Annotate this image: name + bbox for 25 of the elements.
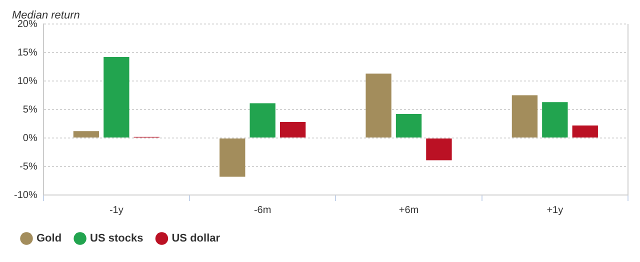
- bar: [280, 122, 306, 138]
- x-tick-label: -1y: [109, 204, 124, 216]
- legend-label: US dollar: [172, 232, 221, 245]
- bar: [512, 95, 538, 138]
- bar: [396, 114, 422, 138]
- bar: [572, 125, 598, 138]
- legend-label: US stocks: [90, 232, 144, 245]
- y-tick-label: -5%: [20, 161, 38, 172]
- legend-label: Gold: [36, 232, 62, 245]
- bar: [220, 138, 246, 177]
- bar: [73, 131, 100, 138]
- x-tick-label: +6m: [398, 204, 419, 216]
- y-tick-label: 10%: [17, 76, 38, 87]
- y-tick-label: 20%: [17, 18, 38, 30]
- bar: [104, 57, 130, 138]
- y-tick-label: 5%: [22, 104, 38, 116]
- x-tick-label: +1y: [546, 204, 564, 216]
- y-tick-label: 15%: [17, 47, 38, 58]
- y-tick-label: -10%: [14, 190, 38, 201]
- bar: [250, 103, 276, 138]
- x-tick-label: -6m: [254, 204, 272, 216]
- bar: [426, 138, 452, 160]
- bar: [366, 74, 392, 138]
- bar: [542, 102, 568, 138]
- y-tick-label: 0%: [22, 132, 38, 144]
